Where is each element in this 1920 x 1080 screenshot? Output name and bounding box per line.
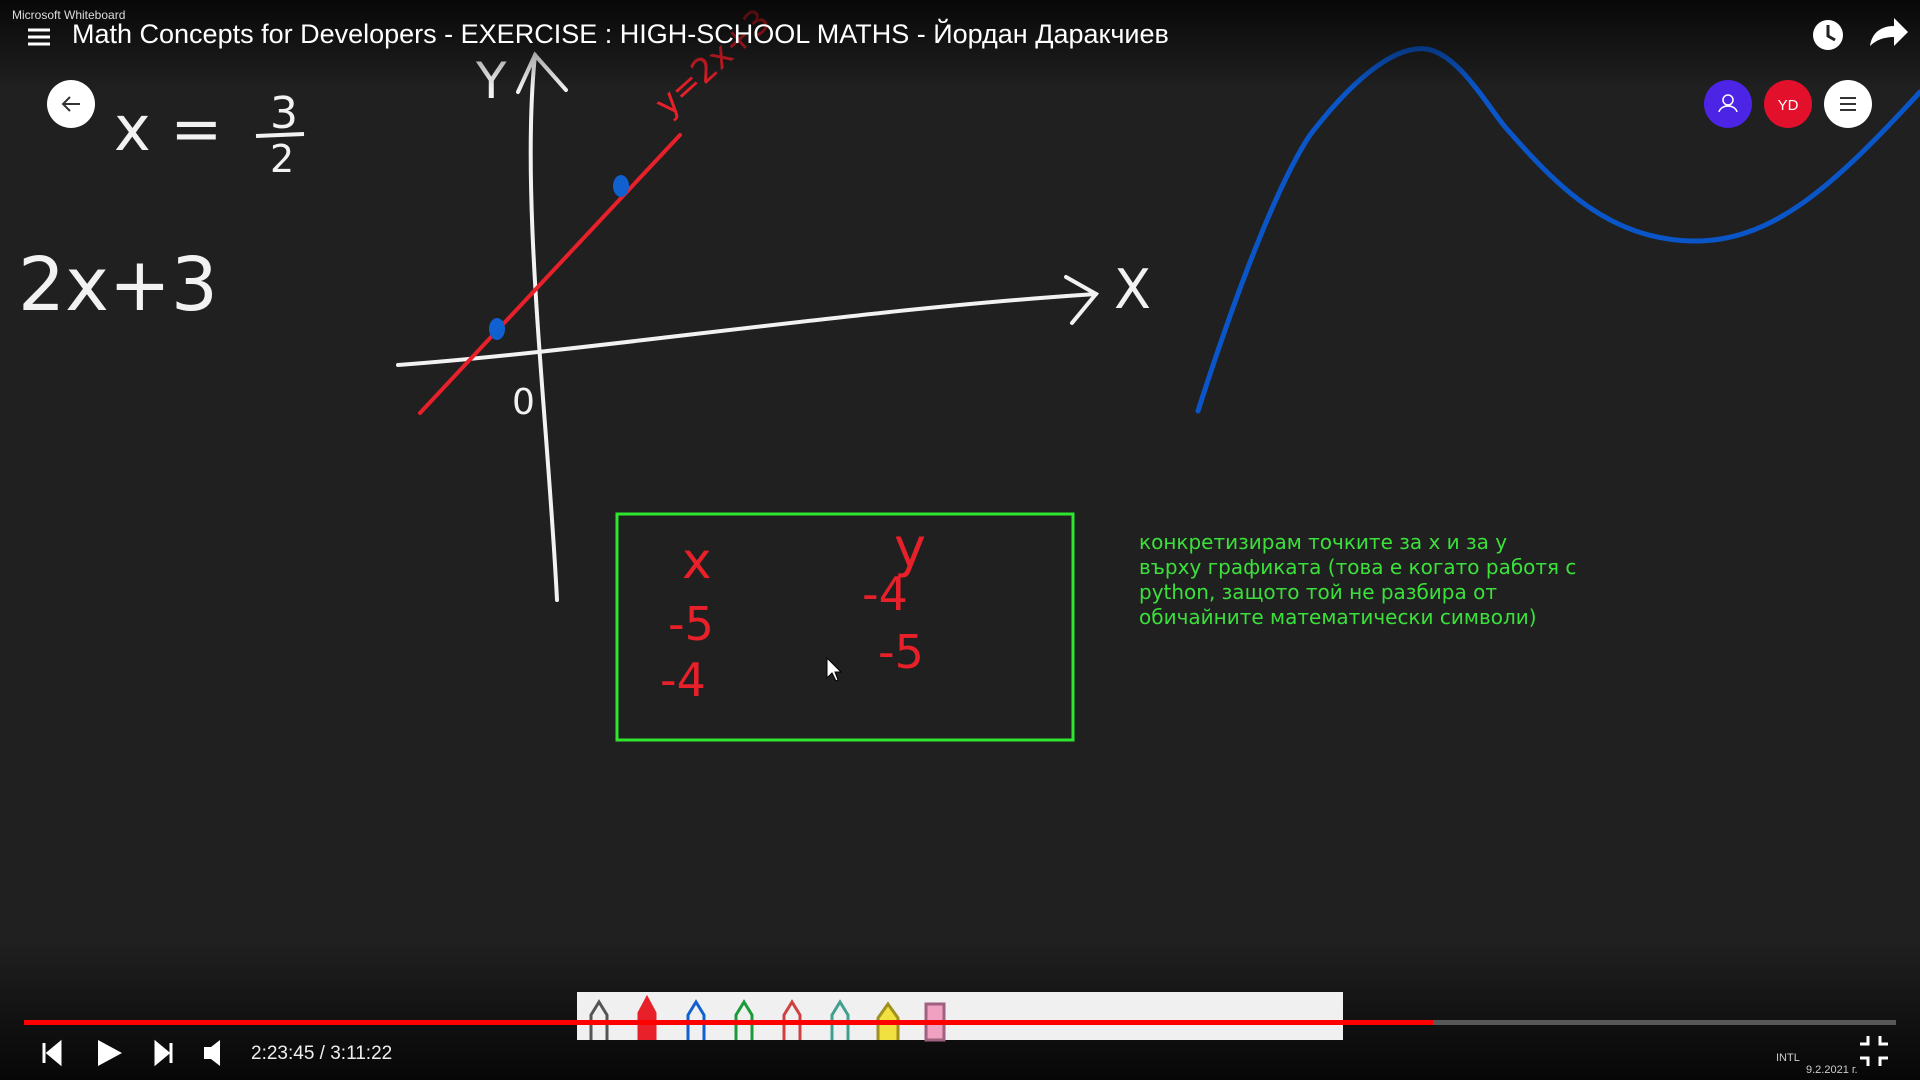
y-axis (528, 53, 559, 602)
avatar-initials: YD (1778, 97, 1799, 114)
expression: 2x+3 (18, 242, 218, 328)
fraction-bar (255, 132, 305, 138)
avatar[interactable] (1764, 80, 1812, 128)
share-button[interactable] (1870, 18, 1908, 46)
previous-button[interactable] (42, 1039, 62, 1067)
equation-denominator: 2 (270, 137, 294, 181)
table-cell: -4 (660, 653, 706, 707)
window-title: Microsoft Whiteboard (12, 8, 125, 22)
time-display: 2:23:45 / 3:11:22 (251, 1043, 392, 1064)
x-axis-label: X (1114, 258, 1151, 321)
note-line: върху графиката (това е когато работя с (1139, 555, 1577, 579)
graph (396, 46, 1920, 602)
table-header: y (894, 516, 926, 579)
taskbar-date: 9.2.2021 г. (1806, 1064, 1858, 1076)
table-cell: -4 (862, 567, 908, 621)
red-line (418, 133, 682, 415)
top-shade (0, 0, 1920, 90)
video-title: Math Concepts for Developers - EXERCISE … (72, 18, 1169, 49)
origin-label: 0 (512, 382, 535, 423)
table: x y -5 -4 -4 -5 (660, 516, 926, 707)
table-cell: -5 (878, 625, 924, 679)
watch-later-button[interactable] (1813, 20, 1843, 50)
table-box (615, 512, 1075, 742)
point (613, 175, 629, 197)
volume-button[interactable] (204, 1040, 220, 1066)
note-line: обичайните математически символи) (1139, 605, 1537, 629)
note-line: конкретизирам точките за x и за y (1139, 530, 1508, 554)
blue-curve (1195, 46, 1920, 414)
x-arrow (1064, 275, 1100, 325)
note: конкретизирам точките за x и за y върху … (1139, 530, 1576, 630)
table-header: x (682, 532, 712, 590)
equation-numerator: 3 (270, 88, 298, 139)
progress-played (24, 1020, 1433, 1025)
play-button[interactable] (98, 1040, 122, 1066)
settings-button[interactable] (1824, 80, 1872, 128)
equation-lhs: x = (114, 92, 222, 165)
table-cell: -5 (668, 597, 714, 651)
cursor (826, 656, 843, 682)
note-line: python, защото той не разбира от (1139, 580, 1497, 604)
taskbar-lang: INTL (1776, 1052, 1800, 1064)
people-button[interactable] (1704, 80, 1752, 128)
back-button[interactable] (47, 80, 95, 128)
pen-toolbar (577, 992, 1343, 1040)
x-axis (396, 292, 1098, 367)
point (489, 318, 505, 340)
next-button[interactable] (154, 1039, 173, 1067)
fullscreen-exit-button[interactable] (1860, 1036, 1888, 1066)
equation: x = 3 2 (114, 88, 305, 181)
menu-button[interactable] (28, 28, 50, 46)
